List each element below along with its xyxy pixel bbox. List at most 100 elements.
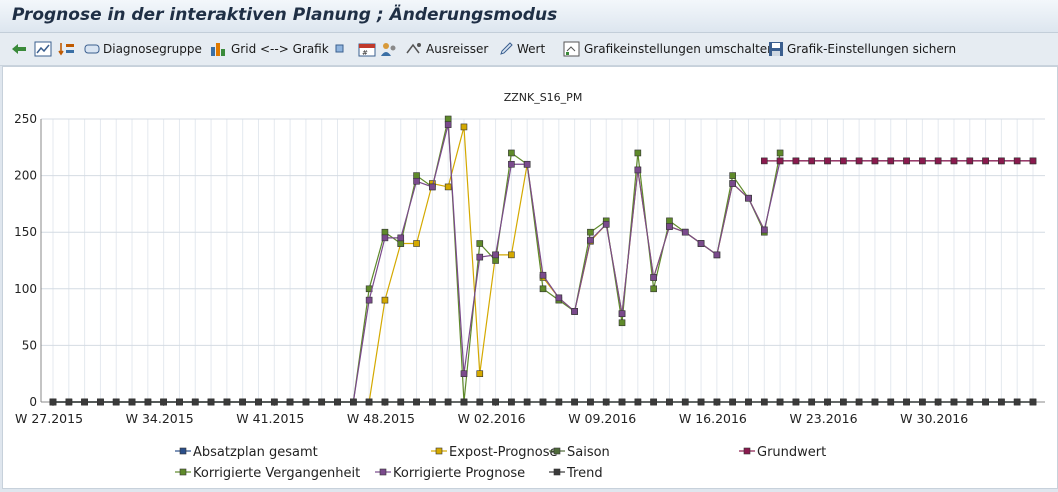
- data-point: [650, 398, 657, 406]
- data-point: [460, 123, 468, 131]
- legend-marker: [553, 468, 561, 476]
- data-point: [760, 226, 768, 234]
- data-point: [840, 157, 847, 165]
- back-button[interactable]: [10, 39, 28, 59]
- data-point: [413, 240, 420, 247]
- data-point: [286, 398, 294, 406]
- x-tick-label: W 30.2016: [900, 411, 968, 426]
- data-point: [618, 319, 626, 327]
- wert-button[interactable]: Wert: [498, 39, 545, 59]
- data-point: [650, 285, 657, 293]
- data-point: [128, 398, 136, 406]
- grafik-sichern-label: Grafik-Einstellungen sichern: [787, 42, 957, 56]
- grafik-sichern-button[interactable]: Grafik-Einstellungen sichern: [768, 39, 956, 59]
- series-trend: [49, 398, 1037, 406]
- diagnosegruppe-button[interactable]: Diagnosegruppe: [84, 39, 202, 59]
- data-point: [934, 157, 942, 165]
- data-point: [508, 251, 515, 259]
- data-point: [618, 398, 626, 406]
- data-point: [239, 398, 246, 406]
- svg-text:#: #: [362, 49, 368, 57]
- data-point: [508, 398, 515, 406]
- data-point: [666, 217, 673, 225]
- data-point: [966, 398, 974, 406]
- data-point: [966, 157, 974, 165]
- ausreisser-label: Ausreisser: [426, 42, 489, 56]
- data-point: [713, 398, 721, 406]
- data-point: [191, 398, 199, 406]
- square-icon: [335, 44, 344, 53]
- data-point: [840, 398, 847, 406]
- data-point: [587, 398, 594, 406]
- data-point: [539, 271, 547, 279]
- data-point: [776, 149, 784, 157]
- data-point: [429, 398, 436, 406]
- x-tick-label: W 41.2015: [236, 411, 304, 426]
- sort-button[interactable]: [58, 39, 76, 59]
- data-point: [508, 149, 515, 157]
- users-button[interactable]: [380, 39, 398, 59]
- small-square-button[interactable]: [334, 39, 346, 59]
- data-point: [539, 398, 547, 406]
- data-point: [429, 183, 436, 191]
- grid-grafik-label: Grid <--> Grafik: [231, 42, 329, 56]
- legend-label: Trend: [566, 466, 603, 481]
- legend-item: Saison: [549, 445, 610, 460]
- data-point: [934, 398, 942, 406]
- data-point: [112, 398, 120, 406]
- data-point: [81, 398, 88, 406]
- legend-marker: [435, 447, 443, 455]
- ausreisser-button[interactable]: Ausreisser: [405, 39, 488, 59]
- data-point: [476, 398, 484, 406]
- data-point: [729, 172, 736, 179]
- y-tick-label: 50: [22, 338, 37, 352]
- data-point: [492, 398, 499, 406]
- x-tick-label: W 23.2016: [790, 411, 858, 426]
- data-point: [634, 166, 642, 174]
- grafik-umschalten-button[interactable]: Grafikeinstellungen umschalten: [563, 39, 775, 59]
- legend-marker: [553, 447, 561, 455]
- window-title: Prognose in der interaktiven Planung ; Ä…: [12, 5, 558, 25]
- data-point: [571, 398, 578, 406]
- data-point: [460, 370, 468, 378]
- data-point: [381, 234, 389, 242]
- data-point: [397, 234, 405, 242]
- grid-grafik-button[interactable]: Grid <--> Grafik: [210, 39, 329, 59]
- data-point: [824, 398, 831, 406]
- data-point: [523, 160, 531, 168]
- y-tick-label: 0: [29, 395, 37, 409]
- data-point: [950, 157, 958, 165]
- chart-panel: ZZNK_S16_PM 0 50 100 150 200 250 W 27.2015 W 34.…: [2, 66, 1058, 489]
- data-point: [413, 398, 420, 406]
- data-point: [49, 398, 57, 406]
- diagnosegruppe-label: Diagnosegruppe: [103, 42, 202, 56]
- chart-button[interactable]: [34, 39, 52, 59]
- calendar-button[interactable]: #: [358, 39, 376, 59]
- data-point: [397, 240, 405, 247]
- legend-item: Trend: [549, 466, 603, 481]
- legend-label: Saison: [567, 445, 610, 460]
- toolbar: Diagnosegruppe Grid <--> Grafik # Ausrei…: [0, 33, 1058, 66]
- data-point: [492, 257, 499, 264]
- data-point: [492, 251, 499, 259]
- data-point: [476, 253, 484, 261]
- legend-label: Korrigierte Vergangenheit: [193, 466, 360, 481]
- data-point: [824, 157, 831, 165]
- data-point: [792, 157, 800, 165]
- data-point: [1029, 157, 1037, 165]
- legend-item: Korrigierte Vergangenheit: [175, 466, 360, 481]
- data-point: [160, 398, 167, 406]
- data-point: [365, 398, 373, 406]
- legend-label: Korrigierte Prognose: [393, 466, 525, 481]
- data-point: [871, 157, 879, 165]
- legend-item: Korrigierte Prognose: [375, 466, 525, 481]
- legend-item: Expost-Prognose: [431, 445, 558, 460]
- data-point: [729, 180, 736, 187]
- data-point: [476, 370, 484, 378]
- data-point: [776, 157, 784, 165]
- arrow-left-icon: [12, 44, 26, 54]
- data-point: [555, 398, 563, 406]
- data-point: [318, 398, 326, 406]
- data-point: [697, 240, 705, 247]
- data-point: [792, 398, 800, 406]
